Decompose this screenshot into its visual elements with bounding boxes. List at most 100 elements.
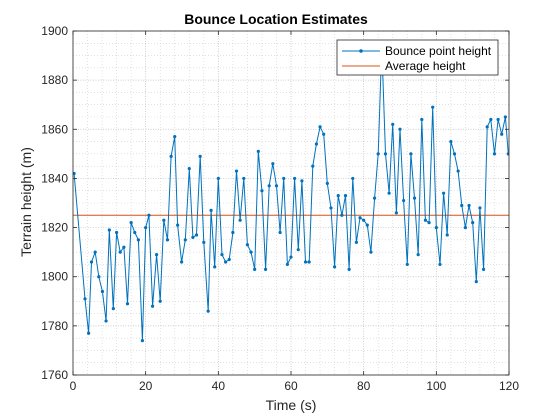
bounce-point (420, 117, 424, 122)
x-tick-label: 40 (212, 379, 226, 393)
bounce-point (115, 230, 119, 235)
bounce-point (376, 152, 380, 156)
bounce-point (176, 223, 180, 227)
bounce-point (481, 267, 486, 271)
bounce-point (387, 191, 391, 195)
bounce-point (169, 154, 173, 158)
x-tick-label: 100 (426, 379, 446, 393)
bounce-point (234, 169, 239, 173)
bounce-point (183, 238, 187, 242)
bounce-point (300, 179, 304, 183)
x-tick-label: 60 (284, 379, 298, 393)
bounce-point (278, 230, 282, 235)
bounce-point (220, 253, 224, 257)
bounce-point (492, 152, 497, 156)
bounce-point (187, 167, 191, 171)
bounce-point (158, 299, 162, 303)
bounce-point (500, 132, 504, 136)
bounce-point (133, 230, 137, 235)
y-tick-label: 1800 (41, 270, 68, 284)
bounce-point (303, 260, 308, 264)
bounce-point (412, 196, 417, 200)
bounce-point (398, 127, 402, 131)
y-tick-label: 1820 (41, 221, 68, 235)
y-axis-label: Terrain height (m) (18, 147, 34, 257)
bounce-point (180, 260, 184, 264)
y-tick-label: 1760 (41, 368, 68, 382)
y-tick-label: 1780 (41, 319, 68, 333)
legend-box (336, 39, 499, 76)
bounce-point (485, 125, 489, 129)
bounce-point (402, 198, 406, 203)
bounce-point (333, 265, 337, 269)
y-axis-ticks: 1760 1780 1800 1820 1840 1860 1880 1900 (41, 24, 509, 382)
bounce-point (173, 135, 177, 139)
bounce-point (416, 253, 420, 257)
bounce-point (73, 171, 76, 176)
bounce-point (129, 221, 133, 225)
bounce-point (111, 307, 115, 311)
x-tick-label: 20 (139, 379, 153, 393)
bounce-point (104, 319, 108, 323)
bounce-point (224, 260, 228, 264)
x-axis-ticks: 0 20 40 60 80 100 120 (70, 31, 519, 393)
x-tick-label: 120 (499, 379, 519, 393)
bounce-point (194, 233, 199, 237)
bounce-point (271, 162, 275, 166)
bounce-point (322, 132, 326, 136)
chart-title: Bounce Location Estimates (184, 11, 368, 27)
bounce-point (307, 260, 311, 264)
bounce-point (249, 250, 253, 254)
bounce-point (329, 206, 333, 210)
bounce-point (314, 142, 319, 146)
bounce-point (293, 176, 297, 181)
bounce-point (267, 184, 271, 188)
bounce-point (347, 267, 351, 271)
bounce-height-points (73, 44, 509, 343)
bounce-point (365, 223, 369, 227)
bounce-point (89, 260, 94, 264)
bounce-point (238, 218, 242, 222)
bounce-point (409, 152, 413, 156)
bounce-point (478, 206, 482, 210)
bounce-point (97, 275, 101, 279)
bounce-point (289, 255, 293, 259)
bounce-point (431, 105, 435, 109)
bounce-point (434, 225, 438, 230)
bounce-point (467, 203, 471, 208)
bounce-point (263, 267, 268, 271)
bounce-point (296, 248, 300, 252)
bounce-point (100, 289, 105, 294)
bounce-point (445, 233, 449, 237)
legend: Bounce point height Average height (336, 39, 499, 76)
bounce-point (118, 250, 122, 254)
bounce-point (343, 194, 348, 198)
bounce-point (198, 154, 202, 158)
bounce-point (489, 117, 493, 122)
bounce-point (460, 203, 464, 208)
bounce-point (391, 122, 395, 126)
bounce-point (245, 243, 249, 247)
bounce-point (383, 152, 388, 156)
bounce-point (202, 240, 206, 244)
bounce-point (438, 262, 442, 267)
bounce-point (474, 280, 478, 284)
bounce-point (427, 221, 431, 225)
bounce-point (394, 211, 398, 215)
bounce-point (216, 176, 220, 181)
bounce-point (83, 297, 87, 301)
bounce-point (274, 184, 279, 188)
bounce-point (150, 304, 155, 308)
bounce-point (456, 169, 460, 173)
bounce-point (260, 189, 264, 193)
bounce-point (253, 267, 257, 271)
y-tick-label: 1860 (41, 122, 68, 136)
series-layer (73, 44, 509, 343)
bounce-point (191, 235, 195, 239)
bounce-point (285, 262, 289, 267)
bounce-point (496, 117, 500, 122)
bounce-point (122, 245, 126, 249)
bounce-point (311, 164, 315, 168)
bounce-point (206, 309, 210, 313)
